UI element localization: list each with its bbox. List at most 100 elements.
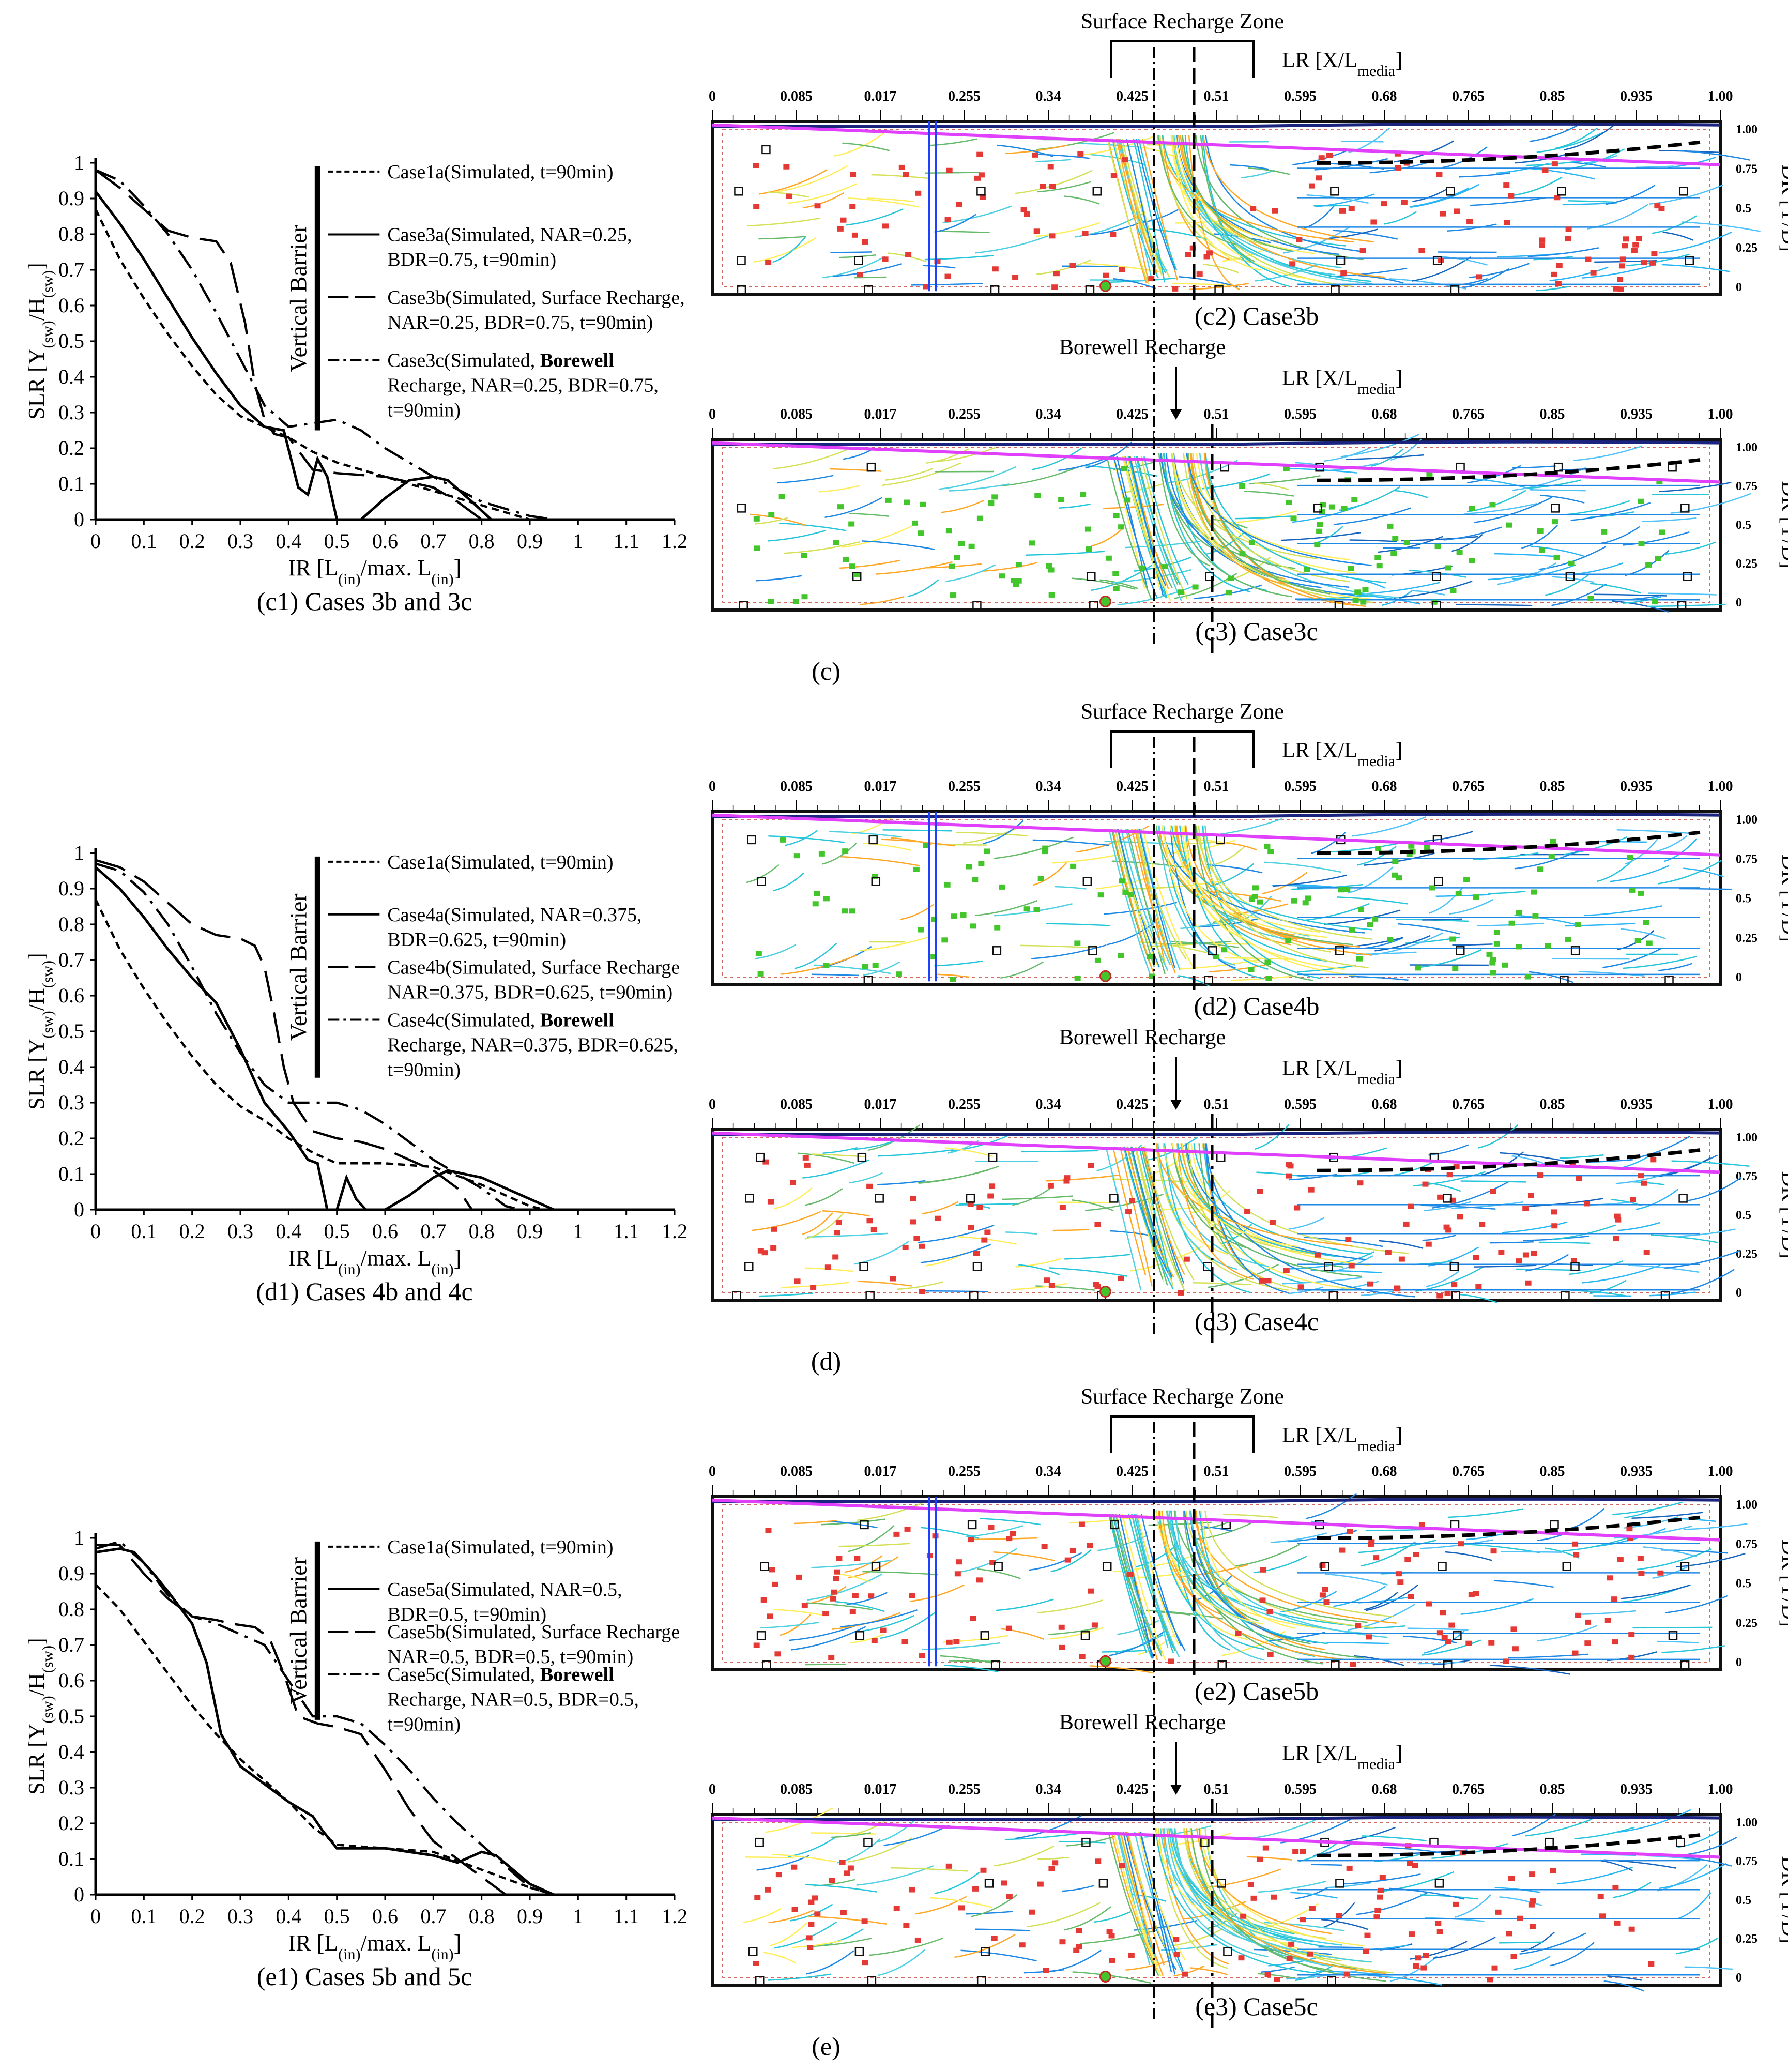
particle-marker: [1587, 596, 1594, 601]
inflow-streamline: [1123, 1146, 1174, 1290]
particle-marker: [1452, 966, 1459, 971]
x-tick-label: 0.9: [517, 1220, 543, 1243]
particle-marker: [854, 571, 861, 577]
lr-tick-label: 0.765: [1452, 88, 1485, 104]
recharge-streamline: [1202, 1143, 1409, 1254]
recharge-streamline: [1163, 825, 1259, 964]
recharge-streamline: [1170, 825, 1320, 933]
streamline: [1136, 1544, 1178, 1568]
x-tick-label: 1.1: [614, 1220, 639, 1243]
streamline: [768, 530, 826, 542]
streamline: [994, 903, 1073, 917]
particle-marker: [1550, 1868, 1556, 1873]
observation-well: [1335, 1879, 1344, 1888]
surface-zone-label: Surface Recharge Zone: [1081, 10, 1284, 34]
lr-tick-label: 1.00: [1708, 1464, 1733, 1480]
recharge-streamline: [1176, 1143, 1254, 1280]
streamline: [842, 142, 890, 151]
streamline: [1398, 923, 1460, 935]
observation-well: [981, 1947, 990, 1956]
dr-tick-label: 0.25: [1736, 241, 1758, 255]
particle-marker: [893, 1531, 900, 1537]
streamline: [877, 1819, 915, 1843]
particle-marker: [1248, 540, 1255, 545]
observation-well: [1456, 946, 1465, 955]
streamline: [1425, 1271, 1459, 1287]
streamline: [1282, 226, 1350, 254]
recharge-streamline: [1195, 825, 1313, 981]
streamline: [846, 208, 904, 226]
streamline: [1635, 1189, 1679, 1210]
lr-tick-label: 0.255: [948, 88, 981, 104]
observation-well: [1570, 1262, 1580, 1271]
x-tick-label: 0.6: [372, 529, 398, 553]
inflow-streamline: [1138, 1146, 1171, 1279]
particle-marker: [1575, 1612, 1582, 1618]
inflow-streamline: [1123, 1146, 1172, 1278]
dr-tick-label: 0.75: [1736, 852, 1758, 866]
particle-marker: [1601, 529, 1608, 535]
lr-tick-label: 0: [709, 88, 716, 104]
particle-marker: [999, 573, 1005, 579]
streamline: [1540, 494, 1585, 504]
streamline: [1411, 590, 1445, 596]
streamline: [1460, 1180, 1526, 1183]
particle-marker: [761, 1250, 768, 1256]
series-Case3b: [95, 169, 483, 521]
observation-well: [1204, 976, 1214, 985]
particle-marker: [1048, 567, 1055, 573]
observation-well: [1683, 572, 1692, 581]
streamline: [1346, 454, 1424, 460]
slr-chart-d1: 0 0.1 0.2 0.3 0.4 0.5 0.6 0.7 0.8 0.9 1 1.1 1.200.10…: [24, 841, 687, 1306]
y-tick-label: 0.9: [58, 187, 84, 210]
particle-marker: [1431, 599, 1438, 605]
particle-marker: [1020, 207, 1027, 212]
streamline: [1136, 1574, 1175, 1578]
recharge-streamline: [1186, 453, 1278, 567]
water-table-line: [712, 440, 1721, 446]
particle-marker: [1590, 270, 1597, 276]
particle-marker: [1617, 277, 1624, 282]
observation-well: [1080, 1631, 1090, 1640]
streamline: [1514, 849, 1580, 870]
streamline: [928, 138, 977, 146]
streamline: [1594, 593, 1667, 597]
particle-marker: [783, 164, 790, 170]
particle-marker: [1575, 922, 1582, 927]
dr-axis-label: DR [Y/D]: [1777, 1856, 1788, 1943]
streamline: [1370, 448, 1404, 467]
recharge-streamline: [1186, 453, 1372, 566]
sim-top: 0 0.085 0.017 0.255 0.34 0.425 0.51 0.595 0.68 0.…: [709, 88, 1788, 330]
streamline: [1366, 1584, 1418, 1611]
particle-marker: [823, 963, 830, 968]
lr-tick-label: 0.425: [1116, 1464, 1149, 1480]
particle-marker: [1408, 1203, 1414, 1209]
interface-line: [712, 1498, 1721, 1542]
streamline: [774, 165, 848, 193]
lr-tick-label: 1.00: [1708, 1781, 1733, 1797]
streamline: [1658, 860, 1722, 885]
y-tick-label: 0.8: [58, 1597, 84, 1621]
particle-marker: [849, 204, 856, 209]
particle-marker: [1292, 1849, 1299, 1854]
streamline: [1393, 581, 1473, 599]
particle-marker: [1259, 1278, 1266, 1284]
particle-marker: [1493, 941, 1500, 947]
streamline: [1536, 131, 1604, 153]
particle-marker: [840, 1910, 847, 1915]
particle-marker: [1466, 219, 1473, 224]
lr-tick-label: 0.017: [864, 88, 897, 104]
streamline: [1403, 1635, 1457, 1643]
lr-tick-label: 0.85: [1540, 779, 1565, 795]
particle-marker: [1059, 1939, 1066, 1945]
particle-marker: [914, 1937, 921, 1943]
streamline: [1494, 553, 1557, 557]
x-tick-label: 0: [90, 1220, 101, 1243]
series-Case1a: [95, 1583, 555, 1896]
recharge-streamline: [1188, 135, 1241, 291]
streamline: [780, 1613, 812, 1636]
particle-marker: [1252, 885, 1259, 891]
particle-marker: [1446, 1172, 1453, 1178]
lr-tick-label: 0.935: [1620, 779, 1653, 795]
particle-marker: [1356, 956, 1363, 962]
